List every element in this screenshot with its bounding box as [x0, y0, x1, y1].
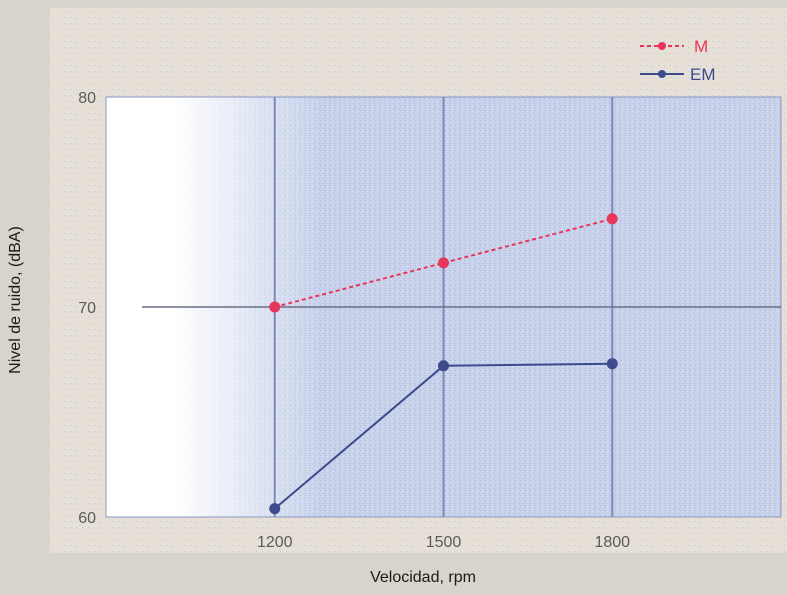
y-axis-label: Nivel de ruido, (dBA) [7, 226, 24, 374]
x-tick-label-0: 1200 [257, 534, 293, 551]
data-point-em-0 [269, 503, 281, 515]
grid [142, 97, 781, 517]
x-axis-label: Velocidad, rpm [370, 569, 476, 586]
series-line-m [274, 217, 613, 308]
series-group [269, 213, 618, 515]
y-tick-label-0: 60 [78, 510, 96, 527]
data-point-m-2 [606, 213, 618, 225]
x-tick-label-1: 1500 [426, 534, 462, 551]
data-point-m-0 [269, 301, 281, 313]
legend: M EM [640, 37, 716, 84]
data-point-em-2 [606, 358, 618, 370]
legend-marker-em [658, 70, 666, 78]
data-point-m-1 [438, 257, 449, 269]
y-tick-label-1: 70 [78, 300, 96, 317]
tick-labels: 1200 1500 1800 60 70 80 [78, 90, 630, 551]
data-point-em-1 [438, 360, 449, 372]
y-tick-label-2: 80 [78, 90, 96, 107]
legend-marker-m [658, 42, 666, 50]
legend-label-em: EM [690, 65, 716, 84]
legend-label-m: M [694, 37, 708, 56]
x-tick-label-2: 1800 [594, 534, 630, 551]
